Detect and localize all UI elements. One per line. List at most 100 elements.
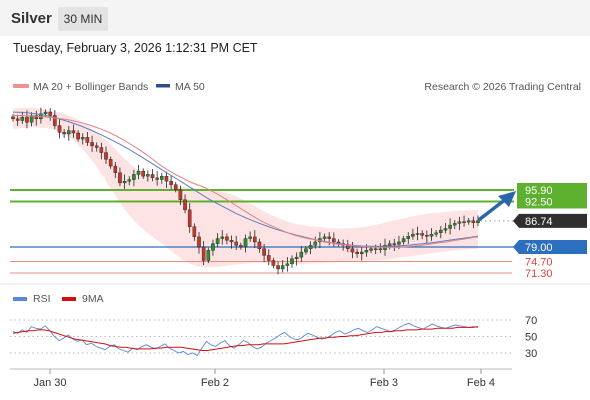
candle-body xyxy=(373,248,378,250)
ma50-legend-swatch xyxy=(156,84,170,88)
candle-body xyxy=(141,170,146,177)
candle-body xyxy=(118,172,122,184)
candle-body xyxy=(11,116,15,120)
candle-body xyxy=(127,179,132,182)
candle-body xyxy=(220,236,225,239)
rsi-ma-line xyxy=(12,326,479,351)
candle-body xyxy=(364,250,369,253)
candle-body xyxy=(411,233,415,237)
candle-body xyxy=(20,116,25,121)
ma20-line xyxy=(13,115,479,248)
main-legend: MA 20 + Bollinger Bands MA 50 Research ©… xyxy=(13,81,581,93)
candle-body xyxy=(234,241,239,246)
x-tick-label: Feb 2 xyxy=(201,377,229,389)
rsi-tick-50: 50 xyxy=(525,332,537,344)
candle-body xyxy=(406,236,411,239)
candle-body xyxy=(53,115,57,126)
rsi-ma-legend-swatch xyxy=(62,297,76,301)
level-label-95.90: 95.90 xyxy=(525,185,553,197)
candle-body xyxy=(439,229,443,234)
rsi-panel: 70 50 30 xyxy=(10,315,537,360)
candle-body xyxy=(173,184,178,190)
ma20-legend-swatch xyxy=(13,84,29,88)
candle-body xyxy=(359,251,364,254)
candle-body xyxy=(392,243,397,245)
candle-body xyxy=(452,223,457,226)
rsi-legend: RSI 9MA xyxy=(13,293,104,305)
candle-body xyxy=(276,265,280,270)
candle-body xyxy=(332,238,336,243)
candle-body xyxy=(350,248,355,253)
candle-body xyxy=(262,248,266,256)
candle-body xyxy=(257,241,262,249)
candle-body xyxy=(159,175,164,180)
candle-body xyxy=(122,181,127,184)
candle-body xyxy=(113,165,118,173)
candle-body xyxy=(434,232,438,235)
rsi-tick-30: 30 xyxy=(525,348,537,360)
rsi-legend-swatch xyxy=(13,297,27,301)
ma20-legend-label: MA 20 + Bollinger Bands xyxy=(33,81,148,93)
rsi-line xyxy=(12,322,479,357)
candle-body xyxy=(443,228,448,231)
candle-body xyxy=(215,238,220,244)
candle-body xyxy=(457,221,462,224)
candle-body xyxy=(187,209,192,227)
symbol-title: Silver xyxy=(11,10,52,27)
candle-body xyxy=(420,233,425,236)
timestamp: Tuesday, February 3, 2026 1:12:31 PM CET xyxy=(13,41,258,55)
candle-body xyxy=(271,260,276,266)
ma50-line xyxy=(12,111,479,247)
bollinger-fill xyxy=(13,107,478,268)
level-label-79.00: 79.00 xyxy=(525,242,553,254)
candle-body xyxy=(108,159,113,167)
candle-body xyxy=(206,250,211,261)
candle-body xyxy=(327,236,332,239)
level-tag-95.90 xyxy=(517,183,587,197)
candle-body xyxy=(248,236,252,239)
timeframe-button[interactable]: 30 MIN xyxy=(58,7,108,31)
candle-body xyxy=(104,152,108,160)
moving-averages xyxy=(12,111,479,248)
candle-body xyxy=(243,238,248,248)
candle-body xyxy=(285,263,290,266)
candle-body xyxy=(290,258,294,265)
candle-body xyxy=(308,245,313,249)
rsi-ma-legend-label: 9MA xyxy=(82,293,104,305)
rsi-legend-label: RSI xyxy=(33,293,51,305)
level-tag-86.74 xyxy=(513,213,587,228)
candle-body xyxy=(415,233,420,235)
level-label-86.74: 86.74 xyxy=(525,216,553,228)
candle-body xyxy=(322,236,327,239)
candle-body xyxy=(146,174,150,177)
candle-body xyxy=(34,115,39,120)
price-levels xyxy=(10,189,514,274)
candle-body xyxy=(132,174,136,180)
candle-body xyxy=(266,255,271,261)
level-label-71.30: 71.30 xyxy=(525,268,553,280)
candle-body xyxy=(57,125,62,133)
candle-body xyxy=(62,132,66,135)
candle-body xyxy=(71,130,76,134)
level-tag-79.00 xyxy=(513,240,587,254)
candle-body xyxy=(462,221,466,223)
candle-body xyxy=(90,142,94,147)
bollinger-bands xyxy=(13,107,478,268)
candle-body xyxy=(225,236,229,241)
candle-body xyxy=(201,246,206,261)
candle-body xyxy=(150,174,155,179)
rsi-tick-70: 70 xyxy=(525,315,537,327)
forecast-arrow-icon xyxy=(478,191,516,221)
candle-body xyxy=(466,220,471,223)
candle-body xyxy=(304,248,308,253)
level-label-74.70: 74.70 xyxy=(525,257,553,269)
candle-body xyxy=(471,220,476,223)
candle-body xyxy=(94,145,99,148)
candle-body xyxy=(355,251,359,254)
x-tick-label: Feb 3 xyxy=(370,377,398,389)
candle-body xyxy=(252,236,257,243)
credit-text: Research © 2026 Trading Central xyxy=(424,81,581,93)
x-tick-label: Jan 30 xyxy=(33,377,66,389)
candle-body xyxy=(76,132,80,140)
